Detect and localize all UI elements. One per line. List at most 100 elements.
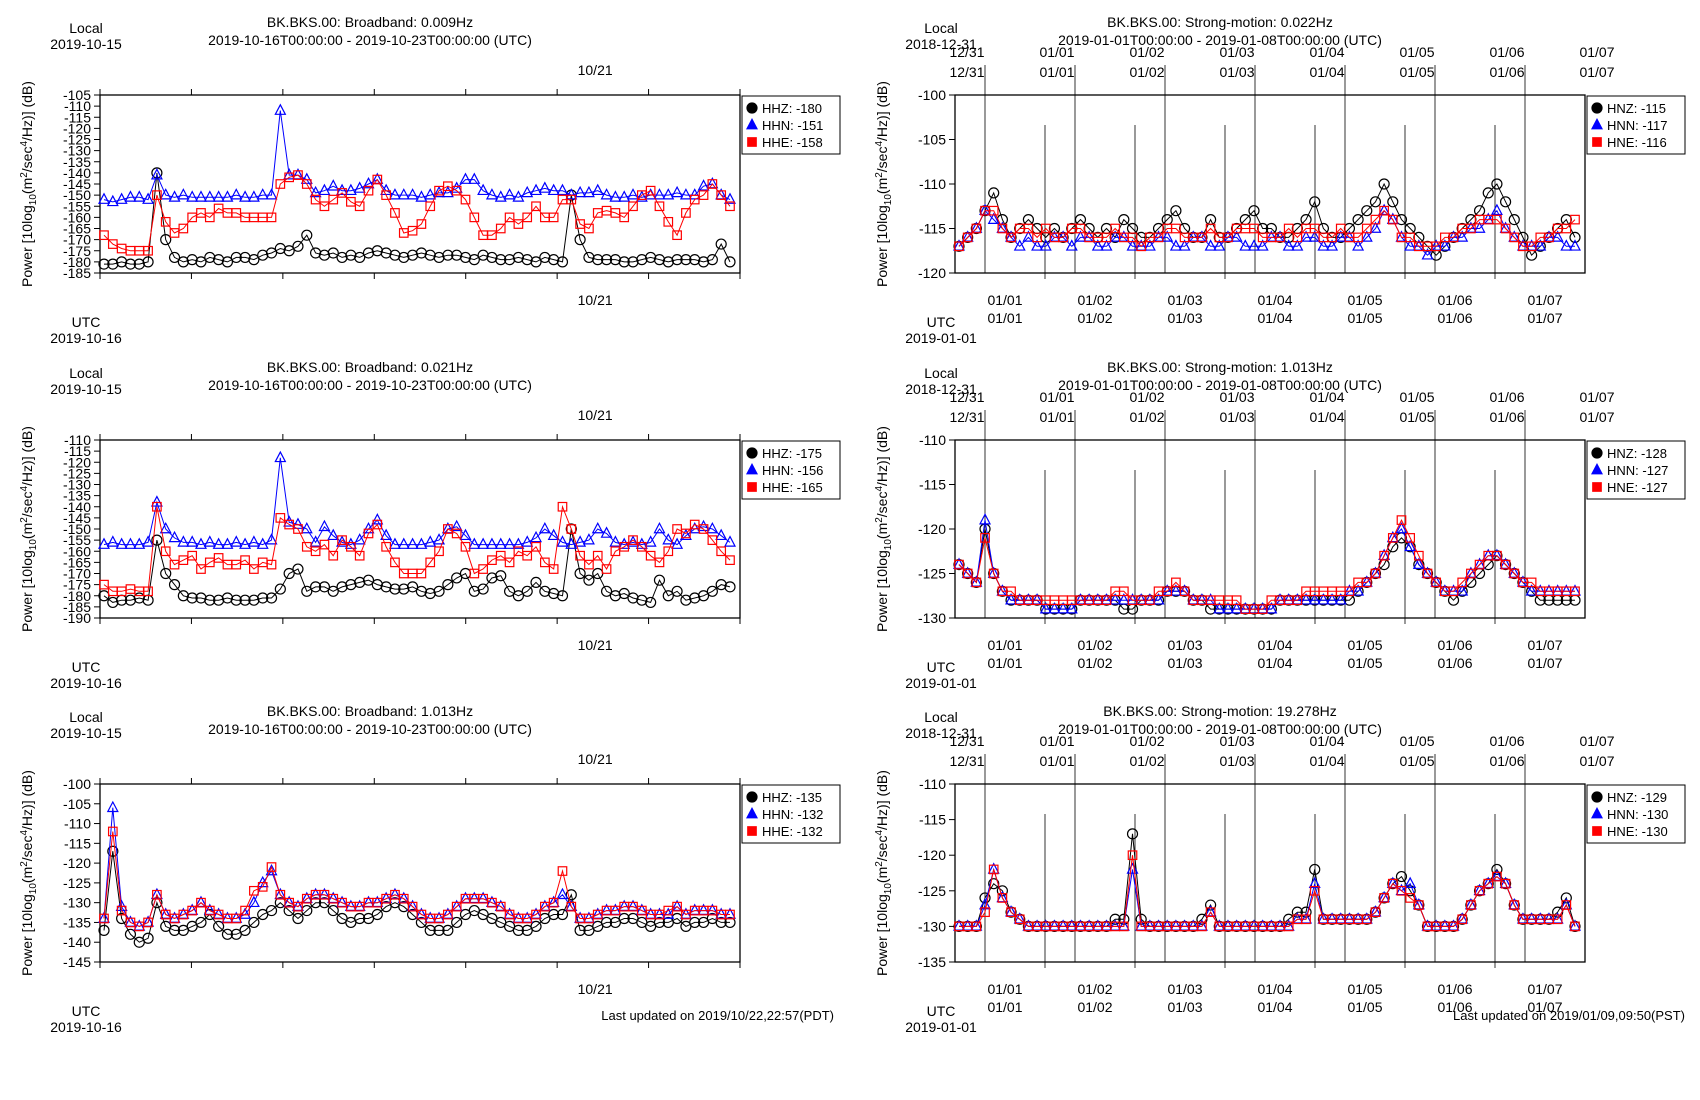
legend-entry-hnn: HNN: -127	[1607, 463, 1668, 478]
legend-marker-hne	[1592, 826, 1602, 836]
legend-entry-hhe: HHE: -165	[762, 480, 823, 495]
data-point	[645, 185, 656, 196]
data-point	[609, 535, 622, 547]
data-point	[406, 581, 419, 593]
x-top-tick-label: 01/01	[1039, 44, 1074, 60]
data-point	[468, 254, 480, 266]
y-tick-label: -135	[63, 488, 91, 504]
data-point	[715, 238, 727, 250]
data-point	[1334, 230, 1347, 242]
data-point	[1395, 870, 1408, 883]
data-point	[372, 519, 383, 530]
data-point	[724, 256, 736, 268]
data-point	[557, 866, 568, 876]
plot-area	[954, 94, 1586, 274]
data-point	[194, 190, 207, 202]
data-point	[663, 546, 674, 557]
data-point	[1170, 205, 1182, 217]
data-point	[248, 916, 260, 929]
data-point	[1058, 232, 1068, 243]
data-point	[247, 190, 260, 202]
x-top-tick-label: 01/02	[1129, 409, 1164, 425]
data-point	[592, 254, 604, 266]
data-point	[566, 194, 577, 205]
x-bottom-tick-label: 01/02	[1077, 999, 1112, 1015]
data-point	[645, 596, 657, 609]
data-point	[1291, 906, 1303, 918]
series-HHN	[98, 450, 736, 549]
y-tick-label: -190	[63, 610, 91, 626]
data-point	[1169, 239, 1182, 251]
data-point	[477, 183, 490, 196]
data-point	[1023, 223, 1034, 234]
data-point	[1551, 230, 1564, 242]
x-top-tick-label: 12/31	[949, 64, 984, 80]
data-point	[979, 513, 992, 525]
chart-subtitle: 2019-01-01T00:00:00 - 2019-01-08T00:00:0…	[1058, 377, 1382, 393]
data-point	[688, 521, 701, 534]
data-point	[221, 256, 234, 268]
data-point	[1474, 885, 1485, 896]
x-top-tick-label: 01/07	[1579, 44, 1614, 60]
data-point	[433, 924, 445, 936]
y-tick-label: -165	[63, 221, 91, 237]
data-point	[150, 168, 163, 180]
data-point	[1143, 239, 1156, 251]
y-tick-label: -130	[63, 477, 91, 493]
data-point	[600, 585, 613, 597]
series-HNE	[954, 850, 1580, 932]
data-point	[353, 181, 366, 193]
data-point	[1413, 550, 1424, 561]
data-point	[1101, 232, 1112, 243]
utc-label: UTC	[72, 659, 101, 675]
data-point	[265, 247, 278, 259]
data-point	[628, 201, 638, 212]
data-point	[406, 188, 419, 200]
data-point	[1370, 907, 1381, 918]
x-top-tick-label: 01/01	[1039, 753, 1074, 769]
data-point	[98, 924, 110, 936]
data-point	[644, 535, 657, 547]
local-date: 2018-12-31	[905, 725, 977, 741]
data-point	[160, 567, 172, 580]
data-point	[996, 885, 1008, 897]
x-bottom-tick-label: 01/05	[1347, 981, 1382, 997]
data-point	[1361, 914, 1372, 925]
data-point	[354, 550, 365, 561]
data-point	[424, 924, 436, 936]
y-tick-label: -110	[64, 432, 91, 448]
data-point	[671, 254, 683, 266]
utc-date: 2019-10-16	[50, 1019, 122, 1035]
data-point	[547, 183, 560, 196]
data-point	[177, 188, 190, 200]
x-top-tick-label: 01/02	[1129, 389, 1164, 405]
data-point	[381, 541, 391, 552]
data-point	[310, 546, 321, 557]
data-point	[689, 916, 701, 929]
data-point	[1126, 828, 1139, 840]
data-point	[310, 194, 321, 205]
data-point	[451, 528, 462, 539]
data-point	[203, 190, 216, 202]
y-tick-label: -135	[63, 154, 91, 170]
x-bottom-tick-label: 01/06	[1437, 981, 1472, 997]
x-bottom-tick-label: 01/03	[1167, 981, 1202, 997]
data-point	[1196, 913, 1208, 925]
data-point	[1136, 241, 1147, 252]
x-top-tick-label: 01/02	[1129, 733, 1164, 749]
x-top-tick-label: 12/31	[949, 409, 984, 425]
data-point	[424, 188, 437, 200]
data-point	[512, 924, 524, 936]
legend-entry-hhn: HHN: -156	[762, 463, 823, 478]
data-point	[1378, 178, 1390, 190]
data-point	[1544, 232, 1554, 243]
y-axis-label: Power [10log10(m2/sec4/Hz)] (dB)	[874, 770, 894, 976]
data-point	[706, 254, 718, 266]
data-point	[1421, 248, 1434, 260]
data-point	[451, 901, 462, 912]
data-point	[1387, 214, 1398, 225]
data-point	[547, 528, 560, 541]
data-point	[380, 528, 393, 541]
data-point	[187, 550, 198, 561]
data-point	[1213, 239, 1226, 251]
